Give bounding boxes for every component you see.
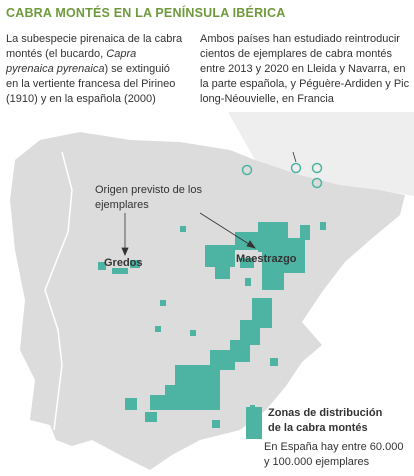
annotation: Origen previsto de los ejemplares	[95, 184, 202, 211]
title: CABRA MONTÉS EN LA PENÍNSULA IBÉRICA	[6, 6, 286, 20]
annotation-arrows	[121, 212, 256, 257]
iberia	[10, 132, 405, 470]
portugal-border	[44, 151, 73, 431]
distribution-zones	[98, 222, 326, 428]
intro-right: Ambos países han estudiado reintroducir …	[200, 33, 410, 105]
legend-swatch	[246, 407, 262, 439]
text: ) se extinguió en la vertiente francesa …	[6, 63, 176, 105]
leader-line	[292, 151, 297, 163]
france	[228, 112, 414, 196]
species-name: Capra pyrenaica pyrenaica	[6, 48, 137, 75]
legend-note: En España hay entre 60.000 y 100.000 eje…	[264, 441, 404, 468]
legend-label: Zonas de distribución de la cabra montés	[268, 407, 383, 434]
place-label: Gredos	[104, 257, 143, 269]
text: La subespecie pirenaica de la cabra mont…	[6, 33, 183, 60]
intro-left: La subespecie pirenaica de la cabra mont…	[6, 32, 184, 107]
place-label: Maestrazgo	[236, 253, 297, 265]
reintroduction-sites	[241, 162, 323, 189]
